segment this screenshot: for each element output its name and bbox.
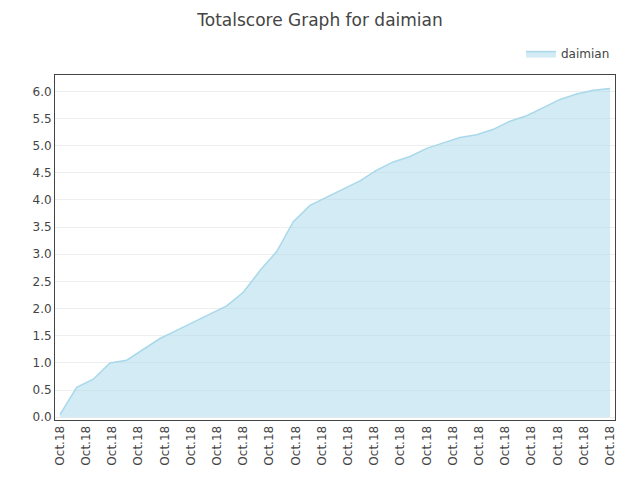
svg-text:Oct.18: Oct.18 bbox=[498, 426, 512, 466]
svg-text:1.5: 1.5 bbox=[33, 329, 52, 343]
svg-text:Oct.18: Oct.18 bbox=[446, 426, 460, 466]
svg-text:Oct.18: Oct.18 bbox=[315, 426, 329, 466]
svg-text:Oct.18: Oct.18 bbox=[236, 426, 250, 466]
svg-text:Oct.18: Oct.18 bbox=[158, 426, 172, 466]
svg-text:Oct.18: Oct.18 bbox=[603, 426, 617, 466]
svg-text:0.0: 0.0 bbox=[33, 410, 52, 424]
svg-text:3.0: 3.0 bbox=[33, 247, 52, 261]
svg-text:5.0: 5.0 bbox=[33, 139, 52, 153]
svg-text:Oct.18: Oct.18 bbox=[341, 426, 355, 466]
svg-text:daimian: daimian bbox=[561, 47, 609, 61]
svg-text:Totalscore Graph for daimian: Totalscore Graph for daimian bbox=[196, 10, 443, 30]
svg-text:Oct.18: Oct.18 bbox=[53, 426, 67, 466]
svg-text:Oct.18: Oct.18 bbox=[210, 426, 224, 466]
svg-text:Oct.18: Oct.18 bbox=[367, 426, 381, 466]
svg-text:4.5: 4.5 bbox=[33, 166, 52, 180]
svg-text:4.0: 4.0 bbox=[33, 193, 52, 207]
svg-text:1.0: 1.0 bbox=[33, 356, 52, 370]
svg-text:Oct.18: Oct.18 bbox=[184, 426, 198, 466]
svg-text:3.5: 3.5 bbox=[33, 220, 52, 234]
svg-text:Oct.18: Oct.18 bbox=[420, 426, 434, 466]
svg-text:Oct.18: Oct.18 bbox=[79, 426, 93, 466]
svg-text:Oct.18: Oct.18 bbox=[551, 426, 565, 466]
svg-text:Oct.18: Oct.18 bbox=[524, 426, 538, 466]
svg-text:Oct.18: Oct.18 bbox=[105, 426, 119, 466]
svg-text:Oct.18: Oct.18 bbox=[289, 426, 303, 466]
svg-text:Oct.18: Oct.18 bbox=[472, 426, 486, 466]
svg-text:5.5: 5.5 bbox=[33, 112, 52, 126]
svg-text:6.0: 6.0 bbox=[33, 85, 52, 99]
svg-text:0.5: 0.5 bbox=[33, 383, 52, 397]
svg-text:2.5: 2.5 bbox=[33, 275, 52, 289]
svg-text:Oct.18: Oct.18 bbox=[577, 426, 591, 466]
svg-text:2.0: 2.0 bbox=[33, 302, 52, 316]
svg-text:Oct.18: Oct.18 bbox=[393, 426, 407, 466]
svg-text:Oct.18: Oct.18 bbox=[131, 426, 145, 466]
svg-text:Oct.18: Oct.18 bbox=[262, 426, 276, 466]
